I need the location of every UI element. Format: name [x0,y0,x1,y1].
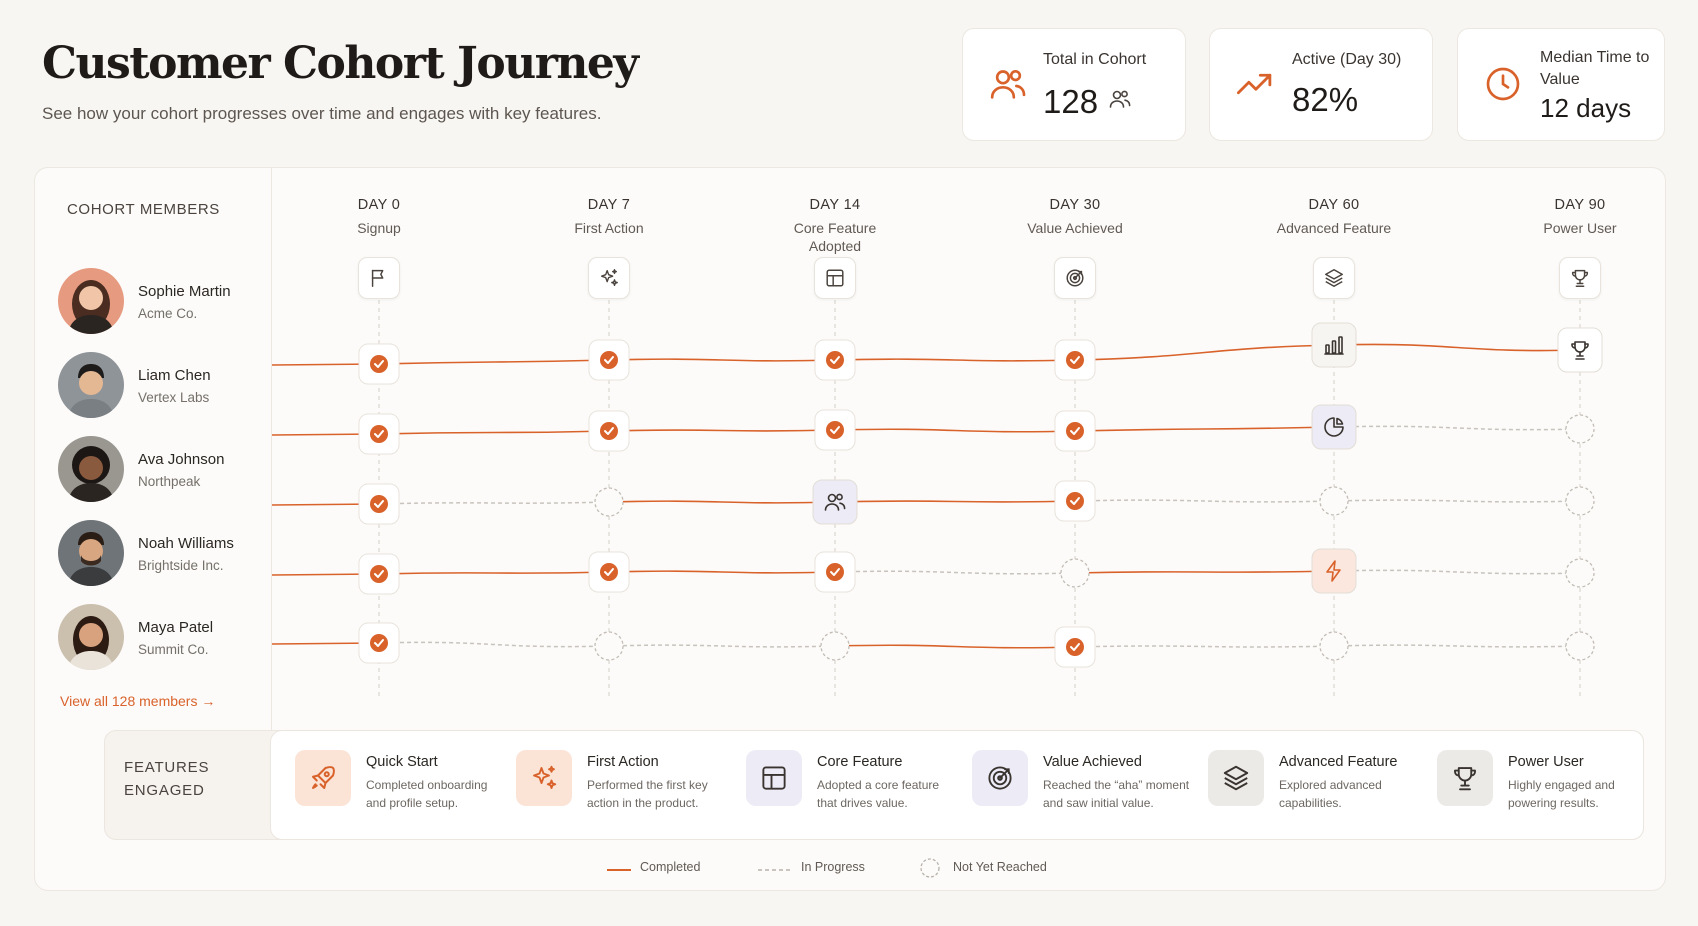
sparkles-icon [516,750,572,806]
trophy-icon [1559,257,1601,299]
legend-in-progress-line [758,869,790,871]
milestone-header: DAY 7 First Action [529,197,689,237]
milestone-label: Core Feature Adopted [793,220,877,254]
member-company: Acme Co. [138,306,198,321]
member-name: Liam Chen [138,367,211,384]
stat-value: 82% [1292,81,1359,118]
feature-title: First Action [587,754,659,770]
feature-title: Advanced Feature [1279,754,1398,770]
milestone-day: DAY 60 [1308,197,1360,213]
members-column [34,167,272,730]
member-item[interactable]: Liam Chen Vertex Labs [58,352,268,422]
stat-label: Total in Cohort [1043,51,1147,68]
features-heading: FEATURES ENGAGED [124,759,210,799]
layers-icon [1313,257,1355,299]
milestone-header: DAY 0 Signup [299,197,459,237]
layout-icon [746,750,802,806]
feature-desc: Explored advanced capabilities. [1279,778,1382,810]
member-item[interactable]: Sophie Martin Acme Co. [58,268,268,338]
flag-icon [358,257,400,299]
feature-title: Quick Start [366,754,438,770]
users-icon [1108,81,1132,119]
users-icon [985,61,1031,107]
member-item[interactable]: Ava Johnson Northpeak [58,436,268,506]
legend-completed: Completed [640,860,701,874]
member-company: Summit Co. [138,642,209,657]
milestone-day: DAY 30 [1049,197,1101,213]
stat-card-median: Median Time to Value 12 days [1457,28,1665,141]
milestone-label: First Action [574,220,644,236]
view-all-members-link[interactable]: View all 128 members → [60,693,216,709]
rocket-icon [295,750,351,806]
target-icon [1054,257,1096,299]
trophy-icon [1437,750,1493,806]
stat-label: Active (Day 30) [1292,51,1402,68]
feature-desc: Adopted a core feature that drives value… [817,778,940,810]
stat-value: 12 days [1540,93,1632,123]
sparkles-icon [588,257,630,299]
legend-completed-line [607,869,631,871]
clock-icon [1480,61,1526,107]
feature-desc: Highly engaged and powering results. [1508,778,1615,810]
feature-item: Power User Highly engaged and powering r… [1437,750,1637,812]
feature-item: Quick Start Completed onboarding and pro… [295,750,505,812]
feature-item: First Action Performed the first key act… [516,750,726,812]
avatar [58,520,124,586]
avatar [58,436,124,502]
features-list [270,730,1644,840]
target-icon [972,750,1028,806]
feature-title: Core Feature [817,754,903,770]
layers-icon [1208,750,1264,806]
avatar [58,352,124,418]
feature-desc: Reached the “aha” moment and saw initial… [1043,778,1190,810]
page-title: Customer Cohort Journey [42,38,639,89]
milestone-day: DAY 7 [587,197,631,213]
avatar [58,604,124,670]
feature-title: Value Achieved [1043,754,1142,770]
milestone-label: Advanced Feature [1276,220,1392,236]
legend-in-progress: In Progress [801,860,865,874]
milestone-header: DAY 14 Core Feature Adopted [755,197,915,255]
trending-up-icon [1232,61,1278,107]
page-subtitle: See how your cohort progresses over time… [42,104,602,123]
stat-label: Median Time to Value [1540,49,1650,88]
milestone-day: DAY 0 [357,197,401,213]
milestone-header: DAY 60 Advanced Feature [1254,197,1414,237]
feature-desc: Performed the first key action in the pr… [587,778,708,810]
stat-card-total: Total in Cohort 128 [962,28,1186,141]
stat-card-active: Active (Day 30) 82% [1209,28,1433,141]
member-company: Northpeak [138,474,201,489]
legend-not-reached-circle [920,858,940,878]
member-name: Noah Williams [138,535,234,552]
milestone-day: DAY 14 [809,197,861,213]
layout-icon [814,257,856,299]
feature-title: Power User [1508,754,1584,770]
milestone-label: Value Achieved [1027,220,1123,236]
milestone-header: DAY 30 Value Achieved [995,197,1155,237]
feature-desc: Completed onboarding and profile setup. [366,778,488,810]
milestone-label: Power User [1543,220,1617,236]
feature-item: Value Achieved Reached the “aha” moment … [972,750,1192,812]
milestone-day: DAY 90 [1554,197,1606,213]
avatar [58,268,124,334]
milestone-label: Signup [357,220,401,236]
member-name: Maya Patel [138,619,214,636]
legend-not-reached: Not Yet Reached [953,860,1047,874]
feature-item: Core Feature Adopted a core feature that… [746,750,956,812]
member-company: Vertex Labs [138,390,210,405]
stat-value: 128 [1043,81,1132,121]
member-item[interactable]: Noah Williams Brightside Inc. [58,520,268,590]
member-company: Brightside Inc. [138,558,224,573]
member-item[interactable]: Maya Patel Summit Co. [58,604,268,674]
feature-item: Advanced Feature Explored advanced capab… [1208,750,1418,812]
members-heading: COHORT MEMBERS [67,201,220,218]
milestone-header: DAY 90 Power User [1500,197,1660,237]
member-name: Ava Johnson [138,451,225,468]
member-name: Sophie Martin [138,283,231,300]
